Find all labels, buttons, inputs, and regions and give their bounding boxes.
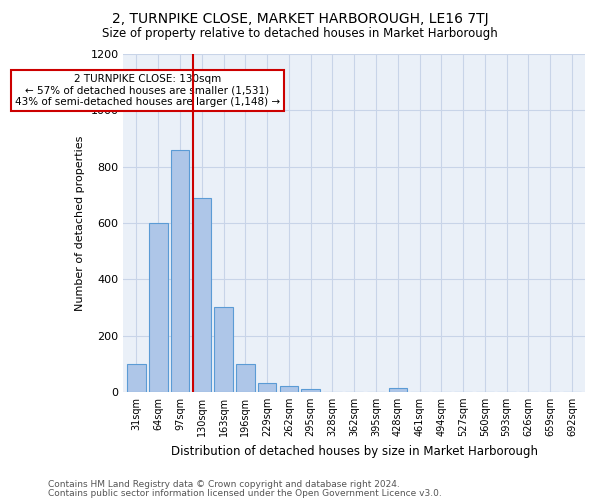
X-axis label: Distribution of detached houses by size in Market Harborough: Distribution of detached houses by size …: [171, 444, 538, 458]
Text: Contains HM Land Registry data © Crown copyright and database right 2024.: Contains HM Land Registry data © Crown c…: [48, 480, 400, 489]
Bar: [258, 384, 277, 392]
Bar: [301, 389, 320, 392]
Text: 2, TURNPIKE CLOSE, MARKET HARBOROUGH, LE16 7TJ: 2, TURNPIKE CLOSE, MARKET HARBOROUGH, LE…: [112, 12, 488, 26]
Text: Contains public sector information licensed under the Open Government Licence v3: Contains public sector information licen…: [48, 488, 442, 498]
Text: 2 TURNPIKE CLOSE: 130sqm
← 57% of detached houses are smaller (1,531)
43% of sem: 2 TURNPIKE CLOSE: 130sqm ← 57% of detach…: [15, 74, 280, 107]
Bar: [171, 150, 189, 392]
Bar: [193, 198, 211, 392]
Bar: [149, 223, 167, 392]
Bar: [280, 386, 298, 392]
Bar: [389, 388, 407, 392]
Bar: [236, 364, 254, 392]
Bar: [214, 308, 233, 392]
Y-axis label: Number of detached properties: Number of detached properties: [75, 135, 85, 310]
Bar: [127, 364, 146, 392]
Text: Size of property relative to detached houses in Market Harborough: Size of property relative to detached ho…: [102, 28, 498, 40]
